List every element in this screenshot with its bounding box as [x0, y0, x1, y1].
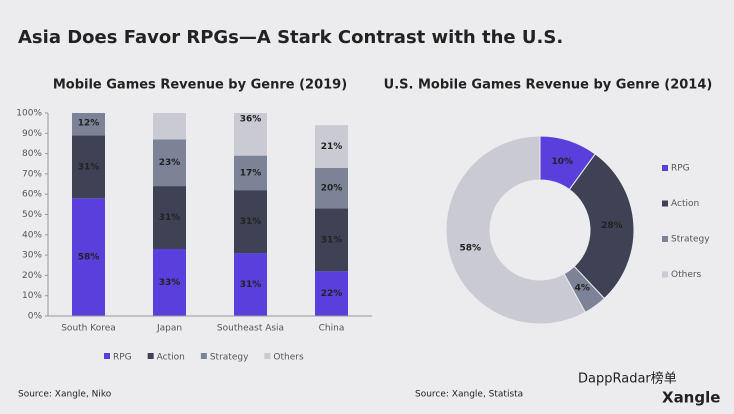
y-tick-label: 30% [22, 251, 42, 261]
y-tick-label: 20% [22, 271, 42, 281]
bar-segment [72, 198, 105, 316]
y-tick-label: 80% [22, 149, 42, 159]
legend-label: Action [671, 199, 699, 209]
data-label: 23% [159, 158, 181, 168]
donut-slice [568, 153, 635, 300]
legend-swatch [662, 200, 668, 207]
source: Source: Xangle, Niko [18, 390, 112, 400]
chart-title: U.S. Mobile Games Revenue by Genre (2014… [384, 78, 713, 93]
legend-label: RPG [113, 353, 132, 363]
legend-swatch [264, 353, 271, 359]
y-tick-label: 0% [28, 312, 43, 322]
bar-segment [234, 253, 267, 316]
legend-label: Action [157, 353, 185, 363]
data-label: 10% [551, 157, 573, 167]
legend-swatch [662, 236, 668, 242]
data-label: 58% [78, 253, 100, 263]
data-label: 21% [321, 142, 343, 152]
data-label: 22% [321, 289, 343, 299]
bar-segment [315, 208, 348, 272]
data-label: 31% [240, 217, 262, 227]
source: Source: Xangle, Statista [415, 390, 523, 400]
y-tick-label: 10% [22, 291, 42, 301]
data-label: 58% [459, 243, 481, 253]
legend-swatch [104, 353, 110, 359]
bar-segment [234, 190, 267, 254]
donut-slice [445, 135, 586, 325]
legend-swatch [662, 165, 668, 171]
y-tick-label: 40% [22, 230, 42, 240]
legend-label: Others [671, 270, 702, 280]
logo: Xangle [662, 389, 720, 407]
data-label: 31% [78, 162, 100, 172]
chart-title: Mobile Games Revenue by Genre (2019) [53, 78, 347, 93]
bar-segment [315, 271, 348, 316]
bar-segment [234, 113, 267, 156]
bar-segment [153, 113, 186, 140]
data-label: 31% [321, 235, 343, 245]
plot [72, 113, 348, 316]
data-label: 12% [78, 119, 100, 129]
bar-segment [234, 155, 267, 191]
legend-swatch [662, 271, 668, 278]
page-title: Asia Does Favor RPGs—A Stark Contrast wi… [18, 27, 563, 48]
legend-label: Others [273, 353, 304, 363]
y-tick-label: 90% [22, 129, 42, 139]
legend-label: Strategy [671, 235, 710, 245]
y-tick-label: 100% [16, 109, 42, 119]
x-tick-label: Southeast Asia [217, 324, 284, 334]
data-label: 17% [240, 168, 262, 178]
watermark: DappRadar榜单 [578, 371, 677, 387]
x-tick-label: Japan [156, 324, 182, 334]
y-tick-label: 50% [22, 210, 42, 220]
bar-segment [72, 135, 105, 199]
x-tick-label: China [319, 324, 345, 334]
y-tick-label: 60% [22, 190, 42, 200]
bar-segment [153, 139, 186, 187]
data-label: 28% [601, 221, 623, 231]
legend-label: RPG [671, 164, 690, 174]
legend-label: Strategy [210, 353, 249, 363]
bar-segment [315, 125, 348, 168]
y-tick-label: 70% [22, 169, 42, 179]
data-label: 31% [240, 280, 262, 290]
bar-segment [153, 249, 186, 316]
data-label: 36% [240, 115, 262, 125]
data-label: 20% [321, 184, 343, 194]
legend-swatch [200, 353, 207, 359]
data-label: 31% [159, 213, 181, 223]
legend-swatch [147, 353, 154, 359]
data-label: 33% [159, 278, 181, 288]
x-tick-label: South Korea [61, 324, 116, 334]
bar-segment [72, 113, 105, 136]
data-label: 4% [575, 284, 590, 294]
bar-segment [153, 186, 186, 250]
bar-segment [315, 167, 348, 209]
